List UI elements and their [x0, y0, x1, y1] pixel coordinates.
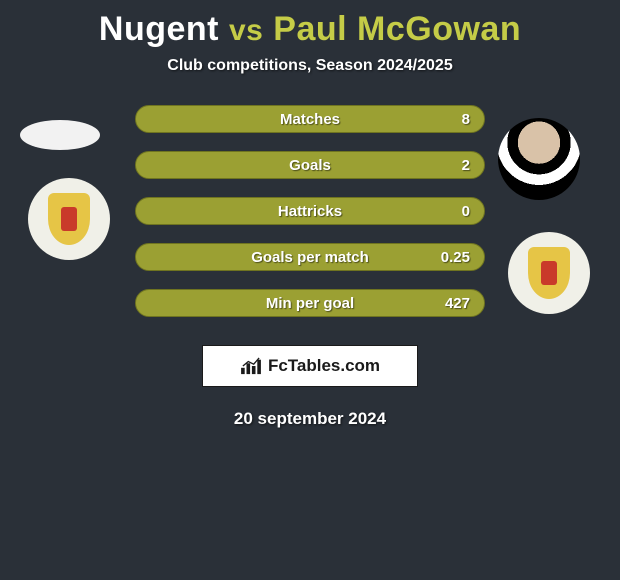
stat-label: Matches	[150, 111, 470, 128]
page-title: Nugent vs Paul McGowan	[0, 10, 620, 49]
stat-row-min-per-goal: Min per goal 427	[135, 289, 485, 317]
branding-text: FcTables.com	[268, 356, 380, 376]
stat-right-value: 2	[462, 157, 470, 174]
stat-label: Min per goal	[150, 295, 470, 312]
club-crest-icon	[528, 247, 570, 299]
stat-right-value: 0	[462, 203, 470, 220]
stat-right-value: 8	[462, 111, 470, 128]
stat-row-goals-per-match: Goals per match 0.25	[135, 243, 485, 271]
player2-club-badge	[508, 232, 590, 314]
player1-name: Nugent	[99, 10, 219, 48]
vs-label: vs	[229, 14, 263, 47]
stat-row-hattricks: Hattricks 0	[135, 197, 485, 225]
club-crest-icon	[48, 193, 90, 245]
stat-right-value: 427	[445, 295, 470, 312]
stat-label: Hattricks	[150, 203, 470, 220]
player2-avatar	[498, 118, 580, 200]
stat-label: Goals per match	[150, 249, 470, 266]
stat-label: Goals	[150, 157, 470, 174]
branding-box: FcTables.com	[202, 345, 418, 387]
player2-name: Paul McGowan	[273, 10, 521, 48]
stat-row-goals: Goals 2	[135, 151, 485, 179]
player1-club-badge	[28, 178, 110, 260]
stat-row-matches: Matches 8	[135, 105, 485, 133]
bar-chart-icon	[240, 357, 262, 375]
date-label: 20 september 2024	[0, 409, 620, 429]
player1-avatar	[20, 120, 100, 150]
stats-bars: Matches 8 Goals 2 Hattricks 0 Goals per …	[135, 105, 485, 317]
subtitle: Club competitions, Season 2024/2025	[0, 57, 620, 75]
stat-right-value: 0.25	[441, 249, 470, 266]
